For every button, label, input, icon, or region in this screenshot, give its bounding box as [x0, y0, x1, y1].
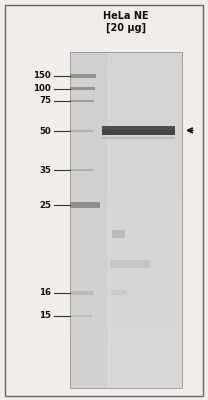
Text: 150: 150	[33, 72, 51, 80]
Bar	[70, 202, 100, 208]
Bar	[70, 74, 96, 78]
Bar	[70, 100, 94, 102]
Text: 75: 75	[39, 96, 51, 105]
Text: 15: 15	[39, 312, 51, 320]
Bar	[112, 230, 125, 238]
Bar	[111, 290, 127, 295]
Bar	[102, 137, 175, 139]
Bar	[70, 291, 93, 295]
Text: 50: 50	[39, 127, 51, 136]
Bar	[102, 130, 175, 135]
Text: 100: 100	[33, 84, 51, 93]
Bar	[70, 314, 92, 318]
Text: 35: 35	[39, 166, 51, 174]
Text: 16: 16	[39, 288, 51, 297]
Bar	[70, 130, 93, 132]
Bar	[70, 169, 93, 171]
Text: 25: 25	[39, 201, 51, 210]
Text: HeLa NE
[20 µg]: HeLa NE [20 µg]	[103, 11, 149, 33]
Bar	[102, 126, 175, 135]
Bar	[110, 260, 150, 268]
Bar	[70, 52, 182, 388]
Bar	[70, 87, 95, 90]
